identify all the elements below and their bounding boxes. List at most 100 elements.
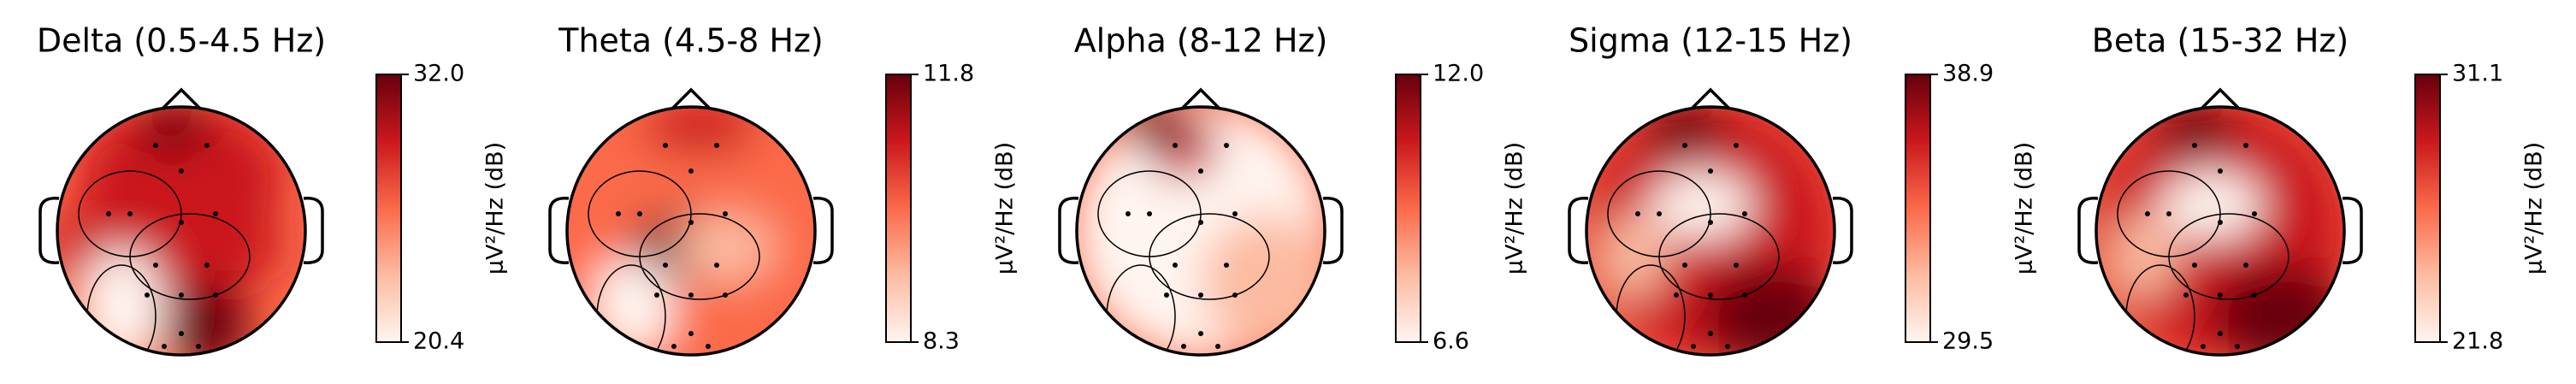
sensor	[1657, 211, 1662, 216]
sensor	[2218, 292, 2223, 298]
sensor	[1224, 263, 1229, 268]
ear-right	[303, 197, 324, 264]
sensor	[723, 292, 728, 298]
sensor	[688, 331, 694, 336]
ear-right	[2342, 197, 2363, 264]
head-outline	[56, 105, 307, 357]
sensor	[1734, 143, 1739, 148]
ear-right	[812, 197, 834, 264]
topomap-panel: Delta (0.5-4.5 Hz) 20.4 32.0 µV²/Hz (dB)	[37, 22, 509, 357]
sensor	[1682, 263, 1687, 268]
sensor	[2183, 292, 2189, 298]
sensor	[1198, 331, 1203, 336]
sensor	[671, 344, 676, 349]
sensor	[179, 168, 184, 174]
sensor	[1173, 143, 1178, 148]
sensor	[663, 263, 668, 268]
sensor	[1708, 168, 1713, 174]
colorbar-tick-label: 29.5	[1942, 328, 1994, 355]
colorbar	[1395, 74, 1421, 343]
contour-line	[1658, 213, 1780, 300]
sensor	[2201, 344, 2206, 349]
sensor	[2218, 331, 2223, 336]
sensor	[127, 211, 133, 216]
sensor	[1126, 211, 1131, 216]
sensor	[2192, 263, 2197, 268]
topomap-panel: Beta (15-32 Hz) 21.8 31.1 µV²/Hz (dB)	[2077, 22, 2548, 357]
sensor	[723, 211, 728, 216]
sensor	[145, 292, 150, 298]
sensor	[204, 143, 210, 148]
panel-title: Sigma (12-15 Hz)	[1569, 22, 1852, 60]
colorbar	[885, 74, 912, 343]
contour-line	[639, 213, 760, 300]
colorbar-tick-label: 38.9	[1942, 61, 1994, 87]
ear-left	[1568, 197, 1589, 264]
sensor	[1682, 143, 1687, 148]
sensor	[1198, 220, 1203, 225]
head-outline	[565, 105, 817, 357]
panel-title: Delta (0.5-4.5 Hz)	[37, 22, 326, 60]
topomap-panel: Sigma (12-15 Hz) 29.5 38.9 µV²/Hz (dB)	[1568, 22, 2038, 357]
sensor	[2243, 143, 2248, 148]
colorbar-tick-label: 32.0	[413, 61, 464, 87]
sensor	[179, 292, 184, 298]
colorbar-tick-label: 11.8	[923, 61, 974, 87]
sensor	[663, 143, 668, 148]
colorbar-tick-label: 21.8	[2452, 328, 2503, 355]
nose	[1690, 87, 1731, 110]
panel-title: Beta (15-32 Hz)	[2092, 22, 2349, 60]
head-outline	[1585, 105, 1836, 357]
topomap-image	[1077, 107, 1325, 355]
topomap-panel: Alpha (8-12 Hz) 6.6 12.0 µV²/Hz (dB)	[1058, 22, 1528, 357]
sensor	[106, 211, 111, 216]
sensor	[1224, 143, 1229, 148]
sensor	[213, 211, 218, 216]
sensor	[2252, 211, 2257, 216]
colorbar-label: µV²/Hz (dB)	[992, 142, 1019, 275]
sensor	[1708, 292, 1713, 298]
ear-left	[38, 197, 60, 264]
topomap-panel: Theta (4.5-8 Hz) 8.3 11.8 µV²/Hz (dB)	[548, 22, 1019, 357]
topomap-image	[2096, 107, 2344, 355]
panel-title: Alpha (8-12 Hz)	[1074, 22, 1328, 60]
colorbar	[375, 74, 402, 343]
colorbar-label: µV²/Hz (dB)	[2012, 142, 2038, 275]
sensor	[2218, 168, 2223, 174]
sensor	[1232, 211, 1238, 216]
sensor	[2235, 344, 2240, 349]
nose	[2200, 87, 2241, 110]
topomap-image	[567, 107, 815, 355]
colorbar-label: µV²/Hz (dB)	[1502, 142, 1528, 275]
ear-left	[1058, 197, 1079, 264]
sensor	[688, 168, 694, 174]
contour-line	[1149, 213, 1270, 300]
sensor	[1147, 211, 1152, 216]
sensor	[688, 220, 694, 225]
sensor	[179, 220, 184, 225]
sensor	[1725, 344, 1730, 349]
sensor	[2218, 220, 2223, 225]
sensor	[1215, 344, 1220, 349]
colorbar-label: µV²/Hz (dB)	[482, 142, 509, 275]
ear-right	[1832, 197, 1853, 264]
sensor	[1173, 263, 1178, 268]
sensor	[654, 292, 659, 298]
sensor	[637, 211, 642, 216]
sensor	[204, 263, 210, 268]
sensor	[1674, 292, 1679, 298]
sensor	[162, 344, 167, 349]
nose	[161, 87, 202, 110]
sensor	[1742, 211, 1747, 216]
colorbar	[1905, 74, 1931, 343]
sensor	[2252, 292, 2257, 298]
sensor	[1198, 292, 1203, 298]
head-outline	[1075, 105, 1326, 357]
sensor	[153, 263, 158, 268]
colorbar	[2414, 74, 2441, 343]
topomap-image	[57, 107, 305, 355]
sensor	[1691, 344, 1696, 349]
sensor	[2166, 211, 2171, 216]
sensor	[1734, 263, 1739, 268]
